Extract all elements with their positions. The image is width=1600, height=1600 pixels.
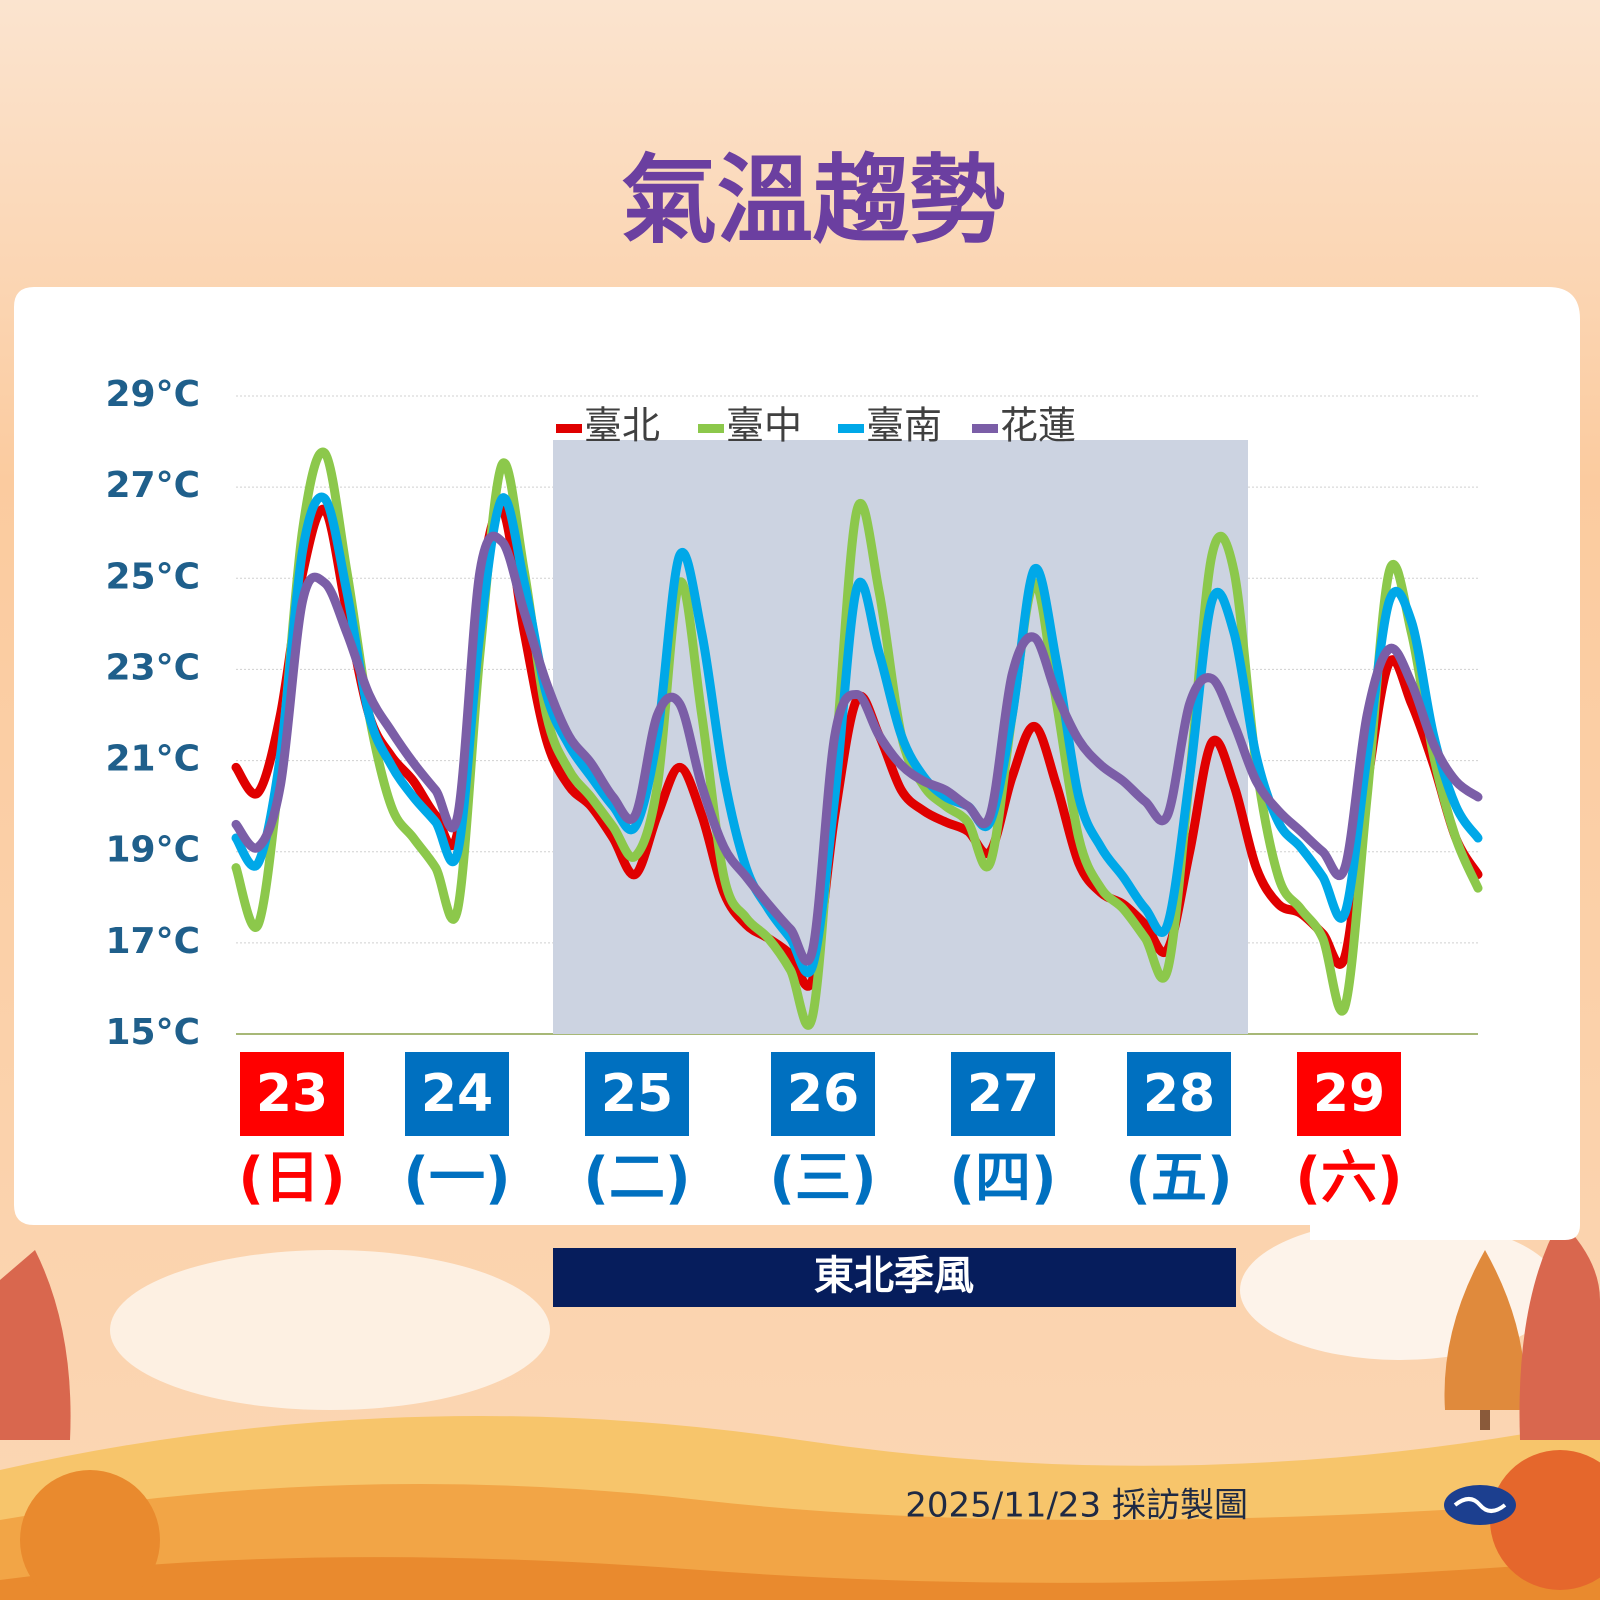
day-date: 27 [967, 1064, 1039, 1124]
legend-label: 臺北 [584, 404, 660, 448]
day-date: 23 [256, 1064, 328, 1124]
legend-swatch [838, 424, 864, 433]
legend-label: 花蓮 [1000, 404, 1076, 448]
landscape [0, 1220, 1600, 1600]
series-line [231, 531, 1483, 966]
legend-label: 臺中 [726, 404, 802, 448]
day-date: 24 [421, 1064, 493, 1124]
y-tick-label: 27°C [105, 465, 200, 506]
day-box [405, 1052, 509, 1136]
y-tick-label: 29°C [105, 374, 200, 415]
day-box [771, 1052, 875, 1136]
y-tick-label: 19°C [105, 830, 200, 871]
series-line [231, 492, 1483, 978]
y-tick-label: 17°C [105, 921, 200, 962]
legend-swatch [698, 424, 724, 433]
footer-credit: 2025/11/23 採訪製圖 [905, 1486, 1248, 1526]
day-weekday: (五) [1125, 1146, 1232, 1211]
y-tick-label: 15°C [105, 1012, 200, 1053]
chart-title: 氣溫趨勢 [621, 144, 1005, 256]
day-box [1127, 1052, 1231, 1136]
day-date: 25 [601, 1064, 673, 1124]
annotation-band [553, 1248, 1236, 1307]
y-tick-label: 25°C [105, 556, 200, 597]
logo [1444, 1485, 1516, 1525]
y-tick-label: 23°C [105, 647, 200, 688]
day-weekday: (二) [583, 1146, 690, 1211]
legend-swatch [556, 424, 582, 433]
day-box [951, 1052, 1055, 1136]
legend-label: 臺南 [866, 404, 942, 448]
day-weekday: (日) [238, 1146, 345, 1211]
day-weekday: (四) [949, 1146, 1056, 1211]
legend-swatch [972, 424, 998, 433]
day-weekday: (一) [403, 1146, 510, 1211]
y-tick-label: 21°C [105, 739, 200, 780]
day-weekday: (六) [1295, 1146, 1402, 1211]
day-date: 28 [1143, 1064, 1215, 1124]
day-date: 26 [787, 1064, 859, 1124]
series-line [231, 447, 1483, 1030]
day-date: 29 [1313, 1064, 1385, 1124]
day-weekday: (三) [769, 1146, 876, 1211]
day-box [240, 1052, 344, 1136]
annotation: 東北季風 [814, 1253, 974, 1299]
day-box [585, 1052, 689, 1136]
day-box [1297, 1052, 1401, 1136]
